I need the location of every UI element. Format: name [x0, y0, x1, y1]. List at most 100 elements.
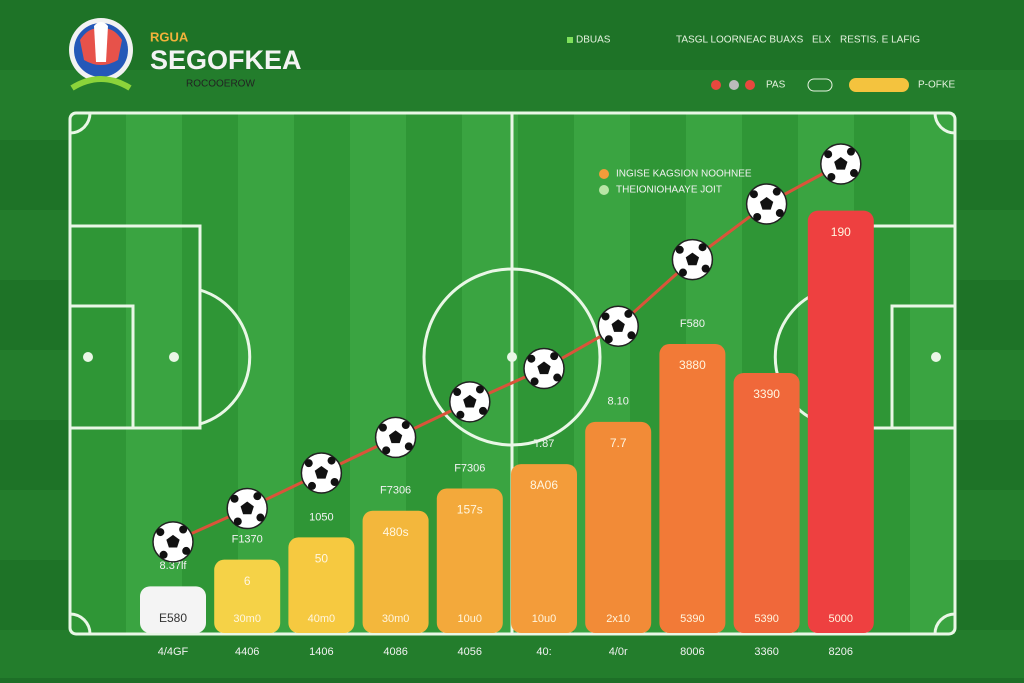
bar-base-label: 30m0 — [233, 613, 261, 625]
bar-base-label: 5390 — [680, 613, 704, 625]
bar-top-label: T.87 — [534, 438, 555, 450]
bar — [585, 421, 652, 633]
ball-patch — [611, 319, 625, 332]
bar-inner-label: 50 — [315, 552, 329, 566]
x-tick-label: 3360 — [754, 646, 778, 658]
legend-label: INGISE KAGSION NOOHNEE — [616, 169, 752, 180]
pill[interactable] — [849, 78, 909, 92]
bar-inner-label: 8A06 — [530, 478, 558, 492]
x-tick-label: 4086 — [383, 646, 407, 658]
ball-patch — [846, 147, 855, 156]
ball-patch — [156, 528, 165, 537]
bar-top-label: 8.37lf — [160, 560, 188, 572]
ball-patch — [453, 388, 462, 397]
ball-patch — [240, 501, 254, 515]
ball-patch — [678, 268, 687, 277]
bar — [659, 344, 726, 633]
ball-patch — [159, 550, 168, 559]
bar-top-label: F580 — [680, 318, 705, 330]
app-subtitle: ROCOOEROW — [186, 79, 255, 90]
x-tick-label: 4406 — [235, 646, 259, 658]
bar — [733, 372, 800, 633]
ball — [597, 305, 639, 348]
ball-patch — [327, 456, 336, 465]
ball-patch — [759, 197, 774, 210]
bar-base-label: 5390 — [754, 613, 778, 625]
bar-inner-label: 190 — [831, 225, 851, 239]
ball-patch — [256, 513, 265, 522]
ball-patch — [307, 481, 316, 490]
bar — [362, 510, 429, 633]
ball-patch — [624, 309, 633, 318]
ball-patch — [475, 385, 484, 394]
x-tick-label: 8006 — [680, 646, 704, 658]
ball-patch — [230, 494, 239, 503]
bar-top-label: F1370 — [232, 534, 263, 546]
ball-patch — [179, 525, 188, 534]
x-tick-label: 40: — [536, 646, 551, 658]
app-title: SEGOFKEA — [150, 45, 302, 75]
bar — [436, 488, 503, 633]
ball-patch — [553, 373, 562, 382]
ball — [820, 143, 862, 185]
ball-patch — [166, 534, 180, 548]
badge: RGUA — [150, 29, 189, 44]
ball-patch — [463, 394, 477, 408]
bar-inner-label: 480s — [383, 525, 409, 539]
nav-item[interactable]: DBUAS — [576, 35, 611, 46]
control-dot[interactable] — [729, 80, 739, 90]
x-tick-label: 8206 — [829, 646, 853, 658]
control-dot[interactable] — [745, 80, 755, 90]
ball-patch — [601, 312, 610, 321]
bar-inner-label: 6 — [244, 574, 251, 588]
bar-base-label: 10u0 — [458, 613, 482, 625]
control-label: PAS — [766, 80, 786, 91]
ball-patch — [698, 243, 707, 252]
ball-patch — [527, 354, 536, 363]
ball-patch — [604, 335, 613, 344]
bar-inner-label: 157s — [457, 503, 483, 517]
bar — [140, 586, 206, 633]
ball-patch — [330, 477, 339, 486]
x-tick-label: 4/4GF — [158, 646, 189, 658]
ball-patch — [182, 546, 191, 555]
legend-label: THEIONIOHAAYE JOIT — [616, 185, 722, 196]
ball — [374, 416, 417, 459]
ball-patch — [753, 212, 762, 221]
ball-patch — [233, 517, 242, 526]
ball — [152, 521, 194, 563]
bar-top-label: 8.10 — [607, 396, 628, 408]
nav-item[interactable]: ELX — [812, 35, 831, 46]
bar — [214, 559, 281, 633]
x-tick-label: 4/0r — [609, 646, 628, 658]
ball-patch — [775, 209, 784, 218]
x-tick-label: 1406 — [309, 646, 333, 658]
ball-patch — [550, 352, 559, 361]
nav-dot — [567, 37, 573, 43]
legend-swatch — [599, 185, 609, 195]
bar-base-label: 5000 — [829, 613, 853, 625]
ball-patch — [850, 169, 859, 178]
ball-patch — [404, 442, 413, 451]
ball-patch — [675, 245, 684, 254]
ball — [226, 487, 268, 530]
ball-patch — [749, 190, 758, 199]
ball-patch — [456, 410, 465, 419]
logo — [69, 18, 133, 91]
ball — [449, 381, 491, 423]
ball — [523, 347, 565, 390]
toggle[interactable] — [807, 78, 833, 92]
ball-patch — [701, 264, 710, 273]
bar-top-label: F7306 — [454, 462, 485, 474]
ball-patch — [537, 361, 551, 375]
bar — [288, 537, 355, 633]
bar-inner-label: 3390 — [753, 387, 780, 401]
ball-patch — [530, 377, 539, 386]
nav-item[interactable]: RESTIS. E LAFIG — [840, 35, 920, 46]
nav-item[interactable]: TASGL LOORNEAC BUAXS — [676, 35, 804, 46]
ball-patch — [627, 331, 636, 340]
bar-top-label: F7306 — [380, 485, 411, 497]
control-dot[interactable] — [711, 80, 721, 90]
control-label: P-OFKE — [918, 80, 956, 91]
